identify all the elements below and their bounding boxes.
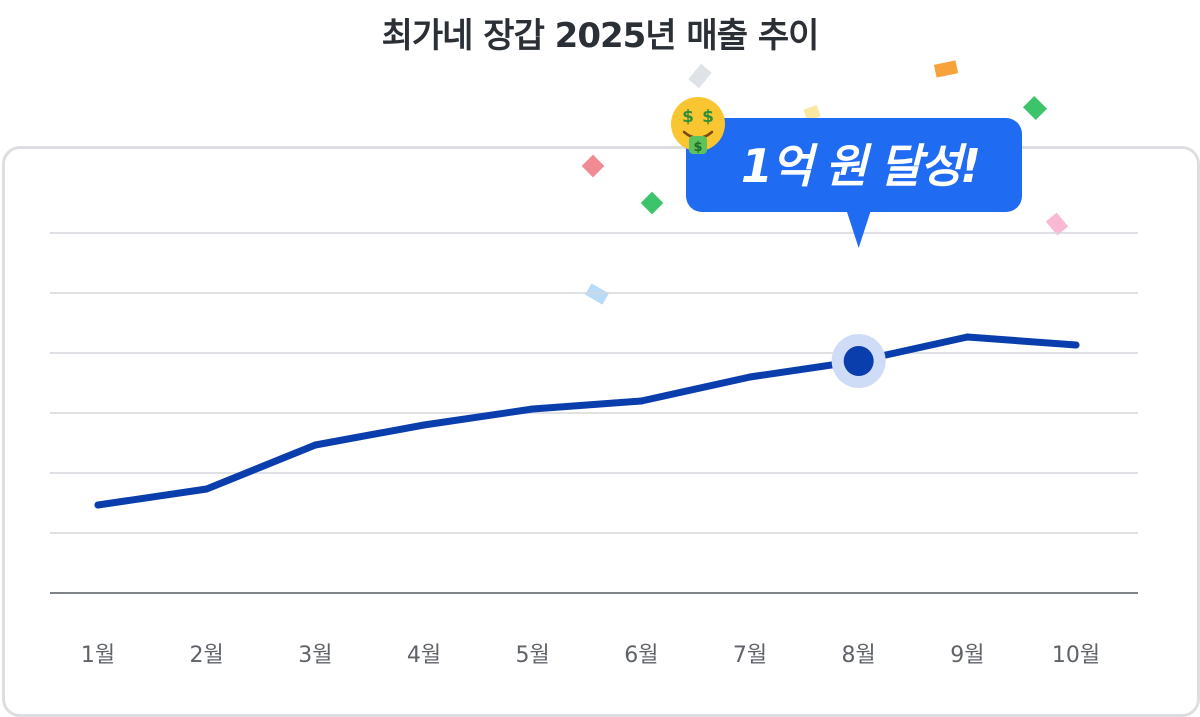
x-tick-label: 9월 — [950, 643, 984, 668]
emoji-tongue — [689, 136, 707, 154]
emoji-eye: $ — [682, 107, 694, 127]
emoji-tongue-dollar: $ — [693, 140, 702, 155]
data-point — [420, 421, 428, 429]
confetti-piece — [933, 60, 959, 78]
data-point — [529, 405, 537, 413]
x-tick-label: 5월 — [516, 643, 550, 668]
confetti-piece — [1022, 95, 1048, 121]
callout-text: 1억 원 달성! — [741, 139, 979, 193]
confetti-piece — [688, 63, 712, 89]
confetti-piece — [581, 154, 605, 178]
x-tick-label: 2월 — [190, 643, 224, 668]
series-line — [94, 333, 1080, 509]
data-point — [203, 485, 211, 493]
data-point — [963, 333, 971, 341]
confetti-piece — [585, 283, 609, 305]
x-tick-label: 6월 — [624, 643, 658, 668]
chart-card — [2, 146, 1200, 717]
x-tick-label: 1월 — [81, 643, 115, 668]
data-point — [311, 441, 319, 449]
data-point — [94, 501, 102, 509]
x-axis-ticks: 1월 2월 3월 4월 5월 6월 7월 8월 9월 10월 — [81, 643, 1100, 668]
data-point — [1072, 341, 1080, 349]
x-tick-label: 10월 — [1052, 643, 1100, 668]
series-polyline — [94, 333, 1080, 509]
confetti-piece — [1045, 212, 1069, 236]
x-tick-label: 3월 — [298, 643, 332, 668]
confetti-piece — [803, 104, 821, 122]
callout-bubble — [686, 118, 1022, 212]
money-face-emoji — [671, 97, 725, 151]
callout: 1억 원 달성!$ $$ — [671, 97, 1022, 248]
confetti-piece — [640, 191, 664, 215]
x-tick-label: 8월 — [842, 643, 876, 668]
grid-lines — [50, 232, 1138, 594]
emoji-eye: $ — [702, 107, 714, 127]
x-tick-label: 4월 — [407, 643, 441, 668]
highlight-point — [843, 346, 874, 376]
chart-title: 최가네 장갑 2025년 매출 추이 — [381, 16, 820, 56]
callout-pointer — [846, 211, 871, 248]
x-tick-label: 7월 — [733, 643, 767, 668]
data-point — [746, 373, 754, 381]
data-point — [637, 397, 645, 405]
